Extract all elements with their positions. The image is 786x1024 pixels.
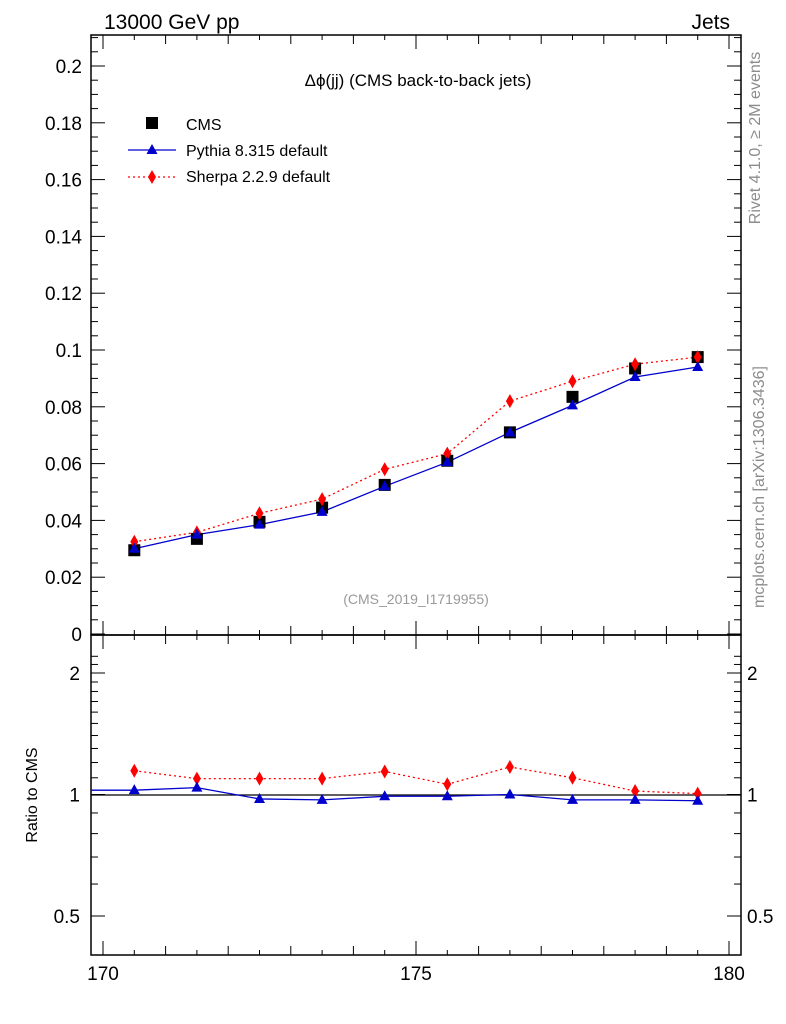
sherpa-ratio-line	[134, 766, 698, 795]
ratio-y-tick-label-right: 1	[747, 786, 758, 807]
data-marks	[91, 350, 704, 805]
sherpa-line	[134, 356, 698, 543]
axis-ticks: 170 175 180 0 0.02 0.04 0.06 0.08 0.1 0.12 0.14 0.1…	[45, 35, 773, 985]
pythia-point	[567, 399, 578, 410]
pythia-point	[504, 426, 516, 437]
pythia-point	[441, 456, 453, 467]
sherpa-ratio-point	[380, 764, 389, 779]
ratio-y-tick-label: 2	[69, 664, 80, 685]
pythia-ratio-point	[254, 792, 265, 803]
sherpa-point	[443, 446, 452, 461]
y-tick-label: 0	[71, 625, 82, 646]
pythia-point	[316, 505, 328, 516]
pythia-ratio-point	[692, 794, 704, 805]
ratio-axis-label: Ratio to CMS	[24, 747, 41, 842]
sherpa-point	[130, 534, 139, 549]
ratio-y-tick-label: 0.5	[54, 907, 80, 928]
pythia-ratio-line	[91, 786, 698, 802]
pythia-point	[191, 528, 203, 539]
pythia-ratio-point	[567, 793, 578, 804]
sherpa-point	[318, 492, 327, 507]
pythia-ratio-point	[379, 790, 391, 801]
sherpa-ratio-point	[693, 786, 702, 801]
plot-title: Δϕ(jj) (CMS back-to-back jets)	[305, 71, 532, 90]
ratio-y-tick-label-right: 2	[747, 664, 758, 685]
header-process-label: Jets	[691, 11, 730, 34]
pythia-line	[134, 366, 698, 550]
x-tick-label: 180	[713, 964, 745, 985]
y-tick-label: 0.16	[45, 171, 82, 192]
y-tick-label: 0.18	[45, 114, 82, 135]
y-tick-label: 0.12	[45, 284, 82, 305]
legend-sherpa-label: Sherpa 2.2.9 default	[186, 169, 331, 186]
sherpa-ratio-point	[443, 777, 452, 792]
cms-point	[566, 390, 579, 403]
y-tick-label: 0.08	[45, 398, 82, 419]
pythia-ratio-point	[441, 790, 453, 801]
pythia-ratio-point	[629, 793, 641, 804]
sherpa-ratio-point	[568, 770, 577, 785]
pythia-point	[692, 361, 704, 372]
legend: CMS Pythia 8.315 default Sherpa 2.2.9 de…	[128, 117, 331, 186]
pythia-ratio-point	[316, 793, 328, 804]
sherpa-ratio-point	[631, 784, 640, 799]
rivet-version-label: Rivet 4.1.0, ≥ 2M events	[747, 52, 764, 224]
sherpa-point	[568, 374, 577, 389]
pythia-point	[379, 480, 391, 491]
x-tick-label: 170	[87, 964, 119, 985]
legend-pythia-label: Pythia 8.315 default	[186, 143, 328, 160]
pythia-point	[128, 542, 140, 553]
legend-pythia-marker	[146, 144, 158, 154]
sherpa-point	[505, 394, 514, 409]
x-tick-label: 175	[400, 964, 432, 985]
sherpa-ratio-point	[130, 763, 139, 778]
sherpa-point	[631, 357, 640, 372]
sherpa-point	[380, 462, 389, 477]
legend-cms-label: CMS	[186, 117, 222, 134]
pythia-point	[629, 370, 641, 381]
mcplots-citation-label: mcplots.cern.ch [arXiv:1306.3436]	[751, 366, 768, 608]
y-tick-label: 0.14	[45, 227, 82, 248]
header-energy-label: 13000 GeV pp	[104, 11, 239, 34]
sherpa-ratio-point	[255, 771, 264, 786]
sherpa-point	[693, 350, 702, 365]
sherpa-ratio-point	[318, 771, 327, 786]
y-tick-label: 0.1	[56, 341, 82, 362]
sherpa-point	[255, 506, 264, 521]
legend-sherpa-marker	[148, 170, 156, 184]
pythia-ratio-point	[504, 788, 516, 799]
y-tick-label: 0.02	[45, 568, 82, 589]
pythia-ratio-point	[128, 784, 140, 795]
y-tick-label: 0.06	[45, 455, 82, 476]
analysis-watermark: (CMS_2019_I1719955)	[343, 591, 489, 607]
ratio-y-tick-label: 1	[69, 786, 80, 807]
pythia-ratio-point	[191, 781, 203, 792]
y-tick-label: 0.04	[45, 511, 82, 532]
sherpa-ratio-point	[505, 759, 514, 774]
legend-cms-marker	[146, 117, 158, 129]
sherpa-ratio-point	[192, 771, 201, 786]
pythia-point	[254, 518, 265, 529]
y-tick-label: 0.2	[56, 57, 82, 78]
ratio-y-tick-label-right: 0.5	[747, 907, 773, 928]
